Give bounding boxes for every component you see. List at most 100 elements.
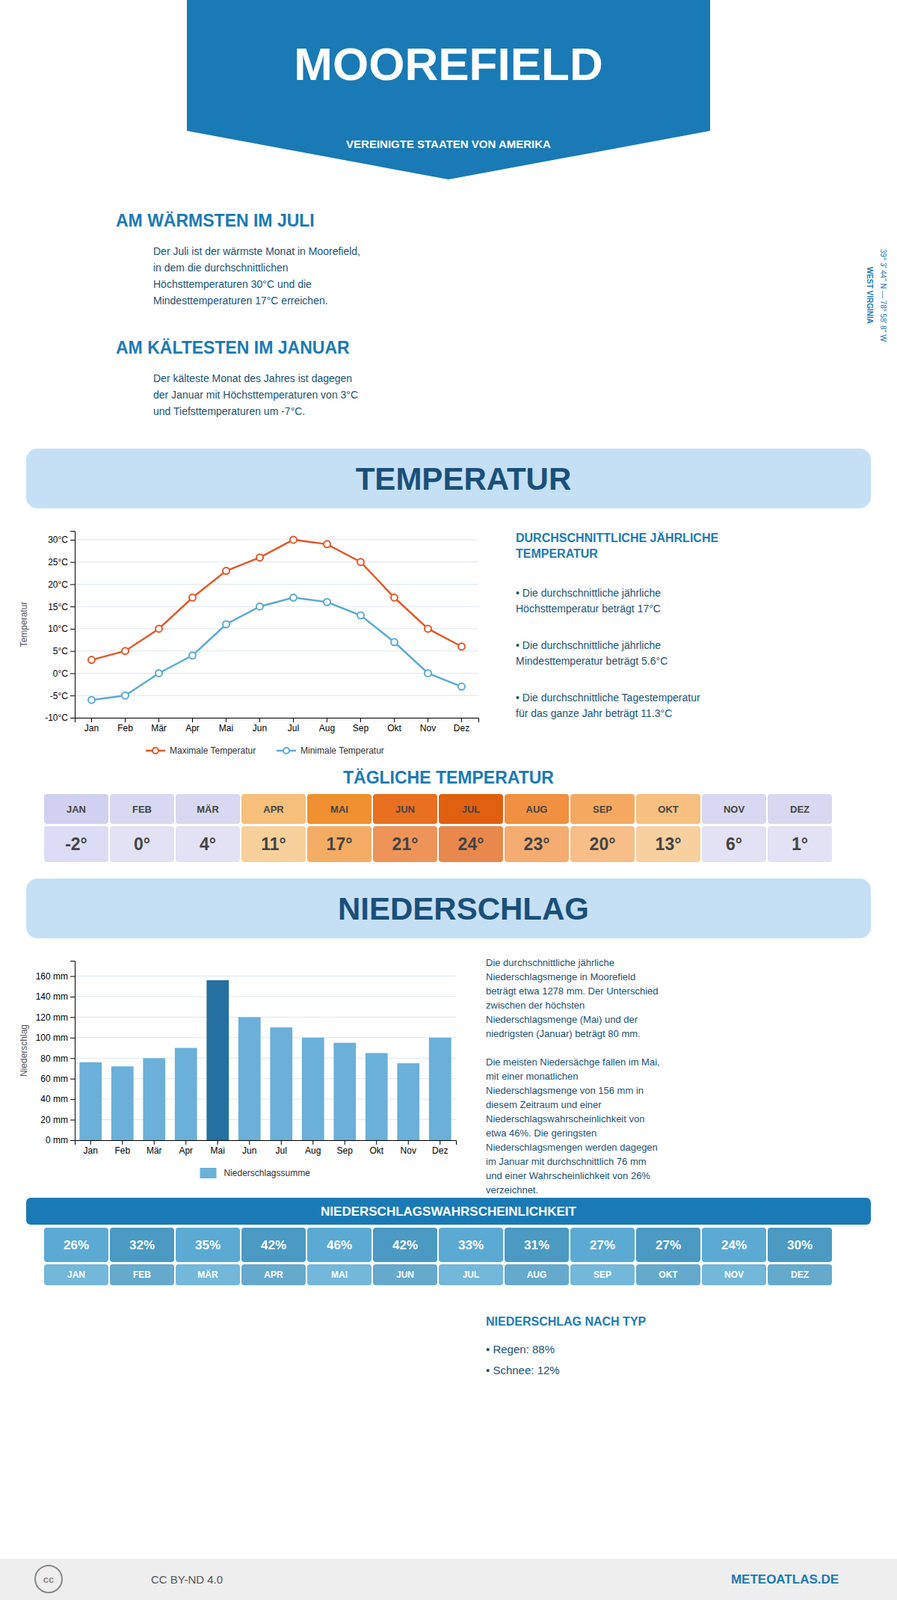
y-axis: -10°C-5°C0°C5°C10°C15°C20°C25°C30°C [44, 531, 75, 724]
table-cell [109, 1227, 175, 1262]
text-line: • Die durchschnittliche jährliche [515, 586, 661, 599]
text-line: NOV [723, 803, 746, 815]
text-line: Niederschlagsmengen werden dagegen [485, 1141, 658, 1153]
text-line: 20° [589, 834, 616, 854]
point [323, 540, 331, 548]
category-label: MÄR [196, 803, 220, 815]
text-line: niedrigsten (Januar) beträgt 80 mm. [485, 1027, 641, 1040]
x-tick-mark [427, 717, 429, 723]
x-tick-mark [375, 1139, 377, 1145]
x-tick: Dez [453, 717, 470, 734]
text-line: DEZ [790, 1269, 809, 1280]
x-tick-label: Dez [432, 1145, 448, 1156]
table-header-cell [241, 793, 306, 824]
text-line: 17° [326, 834, 353, 854]
y-tick-label: 0°C [53, 668, 69, 679]
x-tick-label: Jun [252, 722, 267, 734]
x-tick-label: Sep [337, 1145, 354, 1156]
table: 26%JAN32%FEB35%MÄR42%APR46%MAI42%JUN33%J… [44, 1227, 832, 1285]
text-line: 6° [725, 834, 743, 854]
table-cell [307, 1227, 372, 1262]
text-line: AM WÄRMSTEN IM JULI [115, 210, 315, 231]
point [458, 683, 465, 690]
table-cell [175, 825, 240, 862]
data-label: 24% [721, 1237, 747, 1253]
x-tick: Nov [420, 717, 436, 734]
y-tick-mark [70, 1078, 75, 1080]
data-label: 42% [392, 1237, 418, 1253]
x-tick-mark [461, 717, 462, 723]
table-cell [373, 825, 438, 862]
text-line: verzeichnet. [485, 1184, 539, 1196]
text-line: Niederschlagsmenge (Mai) und der [485, 1013, 639, 1025]
category-label: JUN [395, 803, 415, 815]
text-line: cc [43, 1573, 54, 1585]
precip-type-text: • Regen: 88% [485, 1342, 555, 1356]
x-tick-label: Jan [84, 722, 99, 734]
x-tick-mark [185, 1139, 187, 1145]
table-cell [44, 825, 109, 862]
text-line: und einer Wahrscheinlichkeit von 26% [485, 1169, 651, 1182]
y-tick: -10°C [44, 712, 75, 723]
table-header-cell [701, 1264, 767, 1285]
y-tick: 0°C [53, 668, 75, 679]
x-tick-mark [439, 1139, 441, 1145]
data-label: 42% [260, 1237, 287, 1253]
text-line: 0° [133, 834, 151, 854]
text-line: JUL [461, 803, 481, 815]
text-line: TÄGLICHE TEMPERATUR [343, 767, 554, 788]
legend: Maximale TemperaturMinimale Temperatur [145, 745, 385, 756]
y-tick: 20°C [47, 579, 75, 590]
y-tick-label: 20°C [47, 579, 69, 590]
text-line: JUN [395, 803, 415, 815]
text-line: 1° [791, 834, 809, 854]
text-line: zwischen der höchsten [485, 999, 585, 1011]
bar [429, 1037, 452, 1140]
legend-label: Maximale Temperatur [169, 745, 256, 756]
x-tick-label: Okt [369, 1145, 384, 1156]
text-line: Der Juli ist der wärmste Monat in Mooref… [153, 245, 361, 258]
text-line: OKT [658, 1269, 678, 1280]
x-tick-mark [248, 1139, 250, 1145]
text-line: Niederschlag [18, 1024, 30, 1077]
table-header-cell [767, 793, 832, 824]
x-tick: Aug [304, 1139, 321, 1156]
text-line: 27% [655, 1237, 681, 1253]
text-line: • Die durchschnittliche jährliche [515, 639, 661, 652]
point [357, 558, 365, 566]
category-label: APR [263, 803, 285, 815]
text-line: Niederschlagsmenge von 156 mm in [485, 1084, 644, 1096]
y-tick-label: 5°C [53, 645, 69, 657]
y-tick-label: -10°C [44, 712, 69, 723]
x-tick-label: Jun [242, 1145, 257, 1156]
text-line: mit einer monatlichen [485, 1070, 579, 1082]
data-label: 13° [655, 834, 682, 854]
plot-area [88, 535, 465, 703]
table-cell [109, 825, 175, 862]
y-tick-label: 25°C [47, 556, 69, 568]
text-line: im Januar mit durchschnittlich 76 mm [485, 1155, 647, 1167]
x-axis-line [75, 718, 480, 723]
x-tick: Okt [387, 717, 402, 734]
text-line: und Tiefsttemperaturen um -7°C. [153, 405, 305, 418]
text-line: 32% [129, 1237, 155, 1253]
x-tick-label: Jul [287, 722, 299, 734]
table-header-cell [373, 793, 438, 824]
category-label: JUL [462, 1269, 480, 1280]
y-tick: -5°C [50, 690, 75, 702]
text-line: APR [263, 803, 285, 815]
text-line: MAI [330, 803, 349, 815]
x-tick: Jan [83, 1139, 98, 1156]
y-tick: 120 mm [35, 1012, 75, 1023]
grid-line [74, 583, 479, 585]
text-line: 46% [326, 1237, 353, 1253]
text-line: Mindesttemperatur beträgt 5.6°C [515, 654, 668, 667]
x-tick-label: Jan [83, 1145, 98, 1156]
y-tick-label: 160 mm [35, 971, 69, 982]
x-tick: Mai [210, 1139, 225, 1156]
title: MOOREFIELD [293, 38, 603, 90]
y-tick-mark [70, 672, 75, 674]
cc-text: cc [43, 1573, 54, 1585]
y-tick-mark [70, 606, 75, 607]
point [189, 651, 196, 659]
